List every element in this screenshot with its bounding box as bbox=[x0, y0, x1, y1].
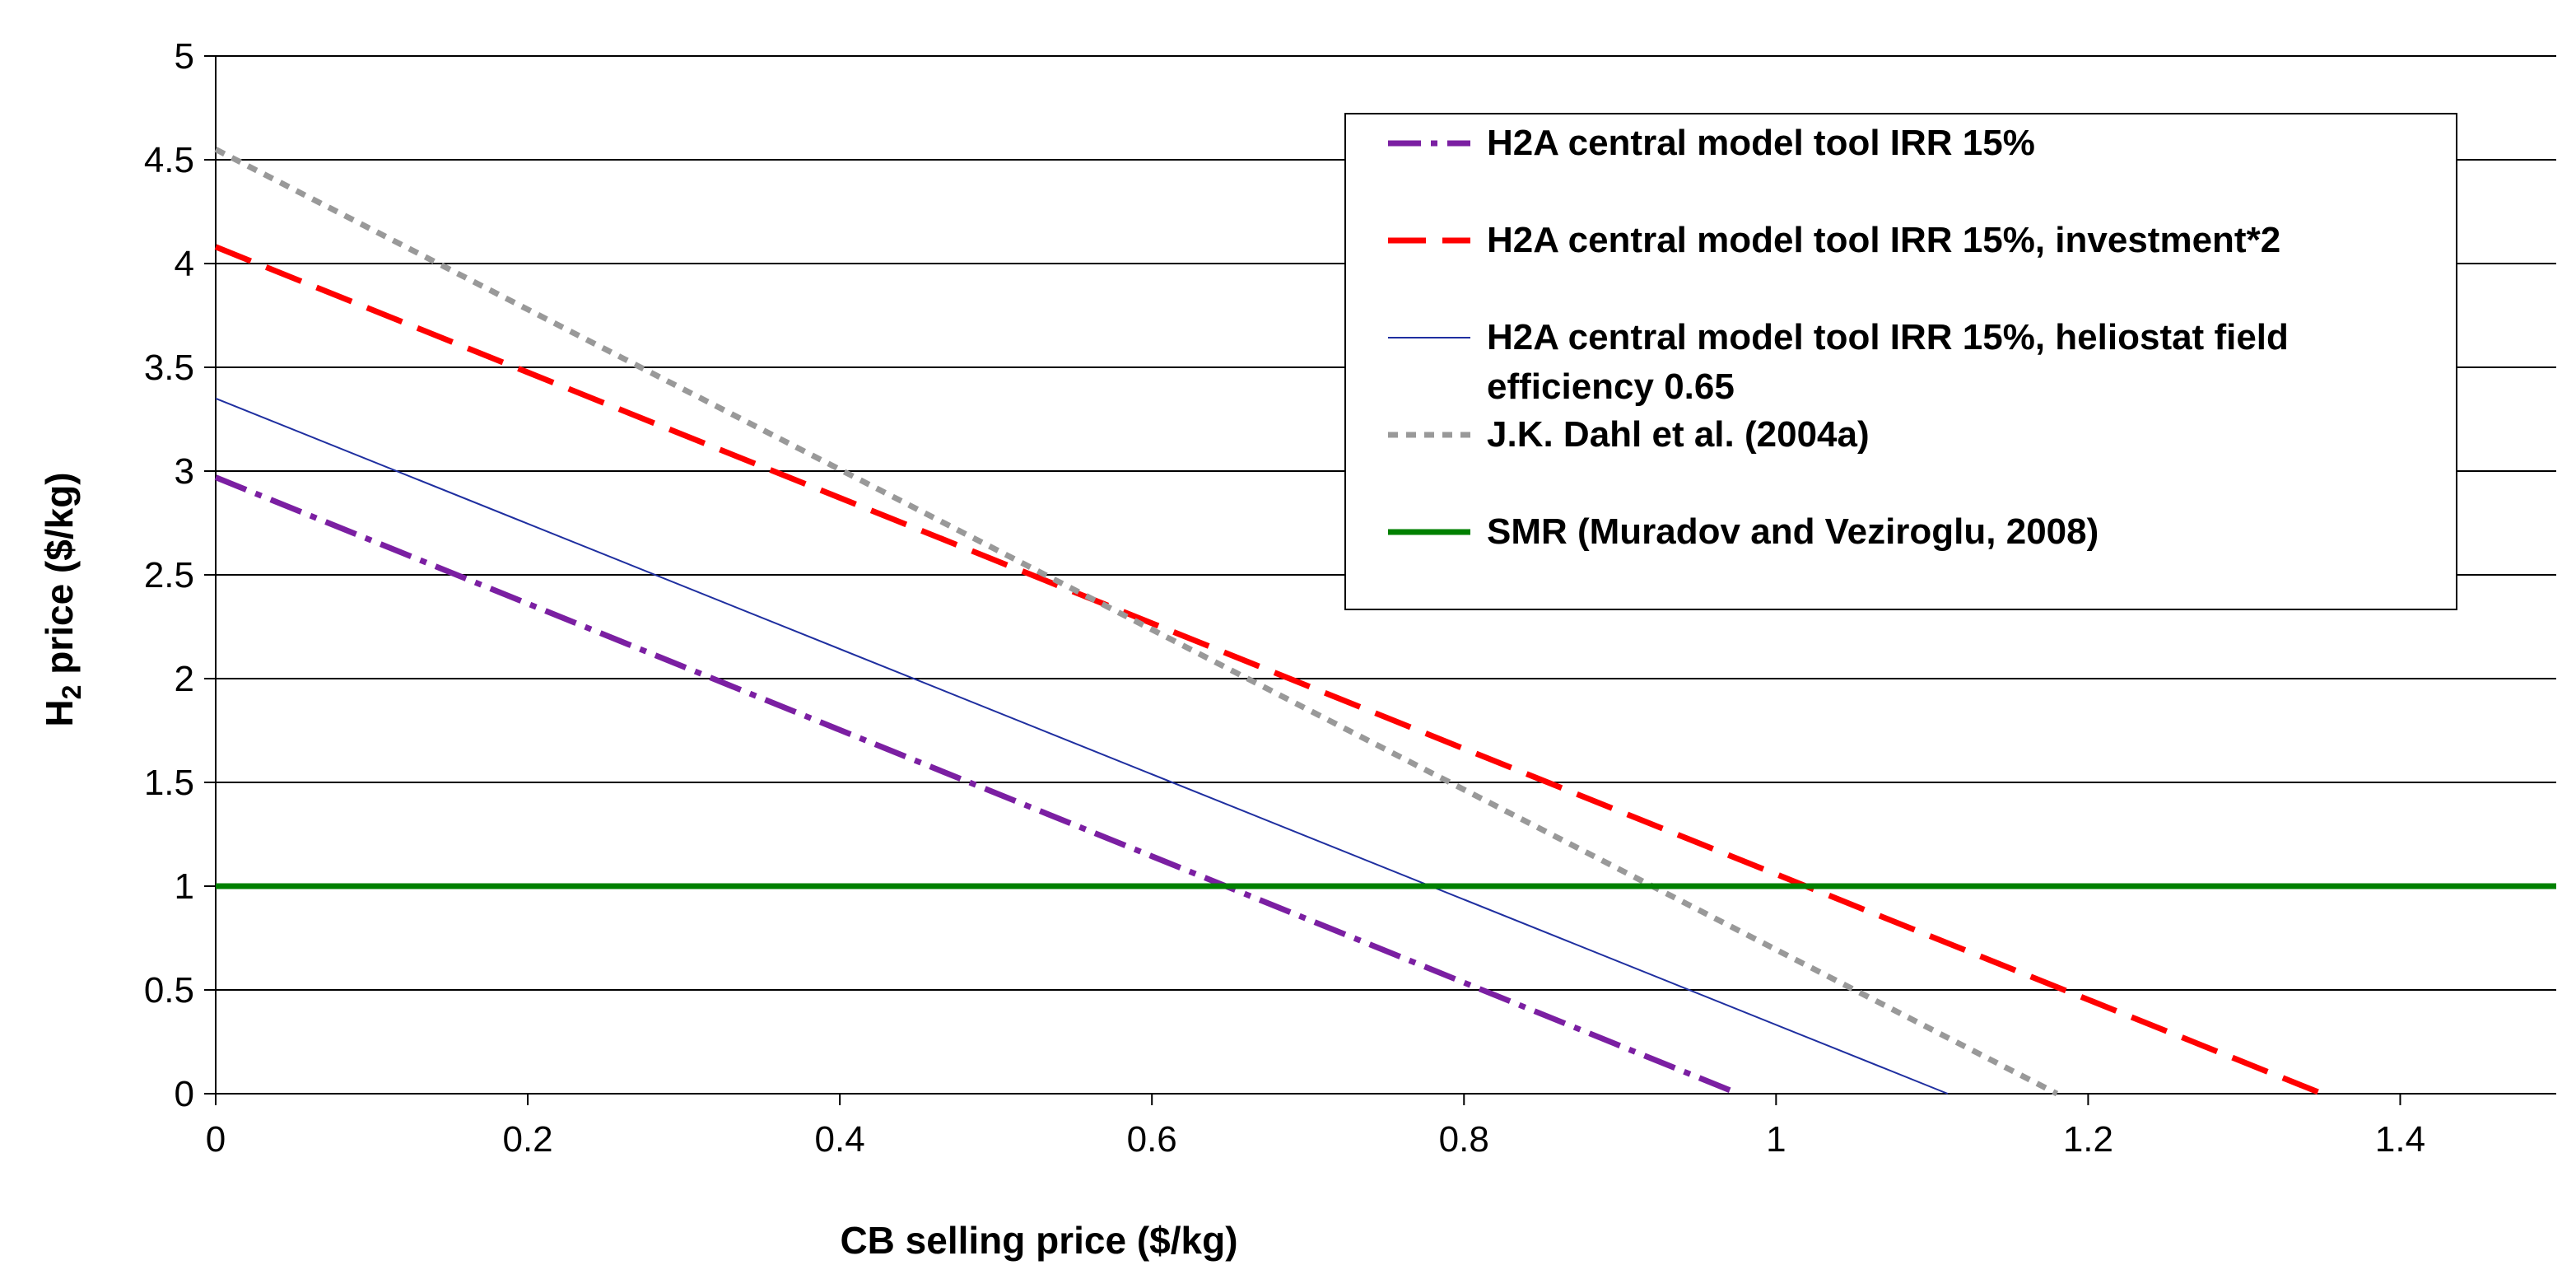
x-tick-label: 0.4 bbox=[815, 1119, 865, 1160]
legend-box bbox=[1344, 113, 2457, 610]
y-tick-label: 0.5 bbox=[144, 970, 194, 1011]
y-axis-title: H2 price ($/kg) bbox=[38, 472, 86, 726]
x-tick-label: 1.2 bbox=[2063, 1119, 2113, 1160]
x-tick-label: 0 bbox=[206, 1119, 226, 1160]
legend-label-dahl: J.K. Dahl et al. (2004a) bbox=[1487, 414, 1870, 455]
legend-label-h2a-heliostat-line2: efficiency 0.65 bbox=[1487, 366, 1735, 407]
legend-label-h2a: H2A central model tool IRR 15% bbox=[1487, 123, 2035, 163]
y-tick-label: 3 bbox=[175, 451, 194, 492]
x-tick-label: 0.2 bbox=[502, 1119, 552, 1160]
x-axis-title: CB selling price ($/kg) bbox=[840, 1219, 1237, 1262]
y-tick-label: 0 bbox=[175, 1074, 194, 1114]
series-line-h2a bbox=[214, 474, 1740, 1097]
x-tick-label: 0.8 bbox=[1439, 1119, 1489, 1160]
series-line-h2a-heliostat bbox=[215, 397, 1949, 1095]
series-line-dahl bbox=[214, 147, 2059, 1097]
x-tick-label: 0.6 bbox=[1127, 1119, 1177, 1160]
y-tick-label: 2 bbox=[175, 659, 194, 699]
y-axis-title-rest: price ($/kg) bbox=[38, 472, 81, 684]
y-tick-label: 5 bbox=[175, 36, 194, 77]
legend-label-smr: SMR (Muradov and Veziroglu, 2008) bbox=[1487, 511, 2099, 552]
legend-label-h2a-heliostat-line1: H2A central model tool IRR 15%, heliosta… bbox=[1487, 317, 2289, 357]
x-tick-label: 1.4 bbox=[2375, 1119, 2425, 1160]
y-tick-label: 1 bbox=[175, 866, 194, 907]
y-tick-label: 2.5 bbox=[144, 555, 194, 595]
y-tick-label: 4 bbox=[175, 244, 194, 284]
series-layer bbox=[214, 147, 2556, 1097]
legend-label-h2a-investment: H2A central model tool IRR 15%, investme… bbox=[1487, 220, 2280, 260]
y-axis-title-sub: 2 bbox=[57, 685, 86, 700]
legend: H2A central model tool IRR 15% H2A centr… bbox=[1344, 113, 2457, 610]
axis-ticks: 0 0.5 1 1.5 2 2.5 3 3.5 4 4.5 5 0 0.2 0.4 0.6 0.8 1 1.2 1.… bbox=[144, 36, 2425, 1160]
x-tick-label: 1 bbox=[1766, 1119, 1786, 1160]
y-tick-label: 3.5 bbox=[144, 348, 194, 388]
y-tick-label: 4.5 bbox=[144, 140, 194, 180]
y-axis-title-main: H bbox=[38, 699, 81, 726]
y-tick-label: 1.5 bbox=[144, 763, 194, 803]
